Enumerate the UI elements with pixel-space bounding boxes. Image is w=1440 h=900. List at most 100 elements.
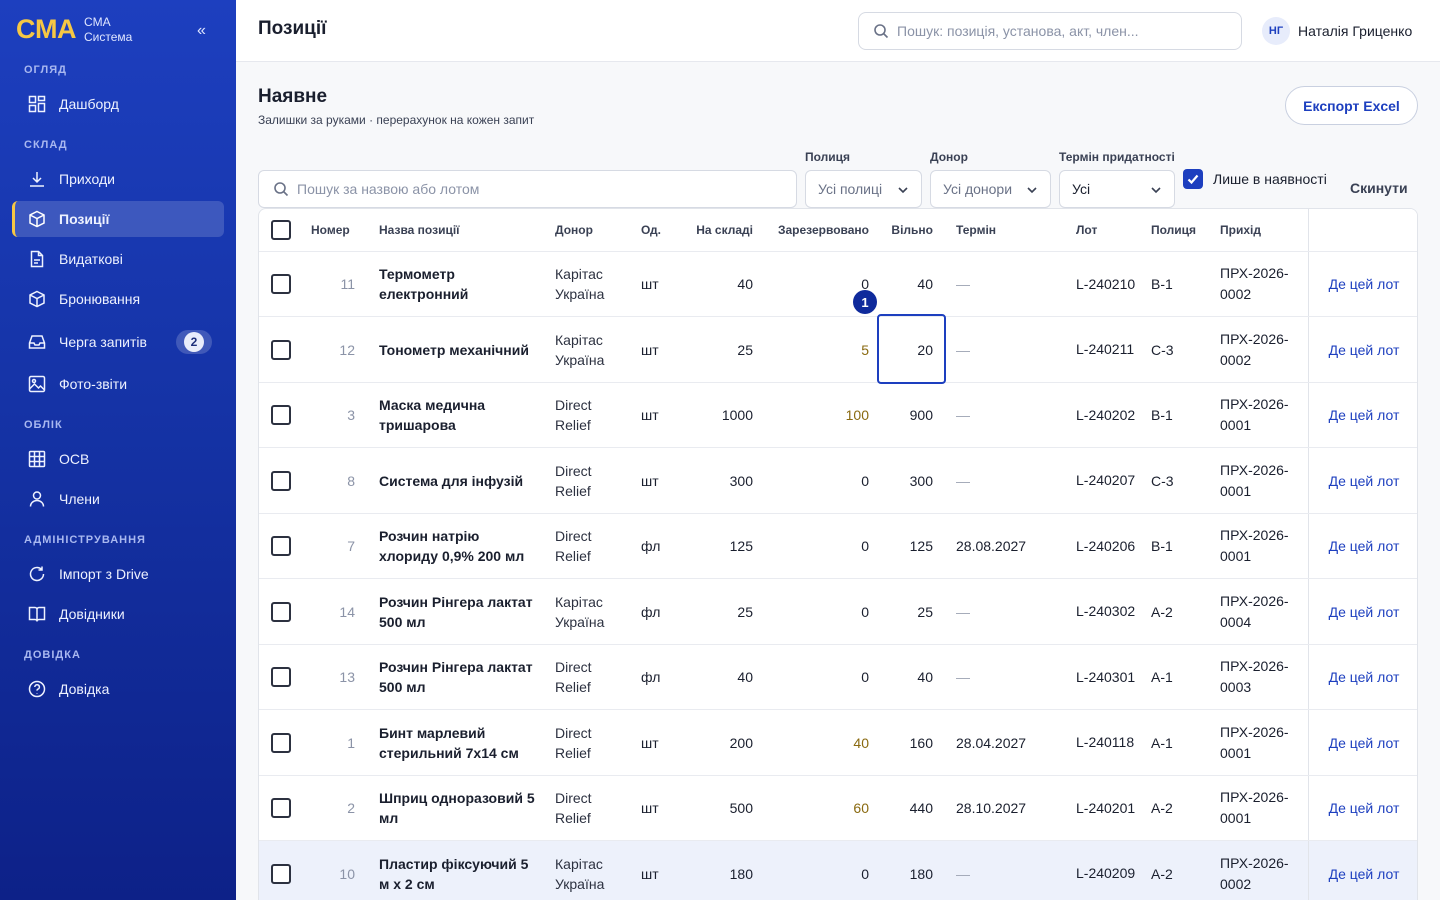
free-qty: 160 <box>909 734 933 751</box>
row-checkbox[interactable] <box>271 339 291 360</box>
locate-lot-link[interactable]: Де цей лот <box>1308 252 1417 316</box>
col-stock[interactable]: На складі <box>696 223 753 237</box>
row-checkbox[interactable] <box>271 863 291 884</box>
donor: Карітас Україна <box>555 855 605 892</box>
box-icon <box>29 210 45 228</box>
locate-lot-link[interactable]: Де цей лот <box>1308 710 1417 775</box>
free-qty: 440 <box>909 800 933 816</box>
sidebar-item-osv[interactable]: ОСВ <box>12 441 224 477</box>
sidebar-item-receipts[interactable]: Приходи <box>12 161 224 197</box>
locate-lot-link[interactable]: Де цей лот <box>1308 514 1417 578</box>
sidebar-item-import-drive[interactable]: Імпорт з Drive <box>12 556 224 592</box>
locate-lot-link[interactable]: Де цей лот <box>1308 579 1417 644</box>
sidebar-item-expenses[interactable]: Видаткові <box>12 241 224 277</box>
positions-table: Номер Назва позиції Донор Од. На складі … <box>258 208 1418 900</box>
donor: Direct Relief <box>555 462 592 499</box>
item-name: Розчин натрію хлориду 0,9% 200 мл <box>379 528 525 564</box>
sidebar-item-label: Черга запитів <box>59 334 147 350</box>
export-excel-button[interactable]: Експорт Excel <box>1285 86 1418 125</box>
sidebar-item-label: Члени <box>59 491 100 507</box>
item-name: Термометр електронний <box>379 266 469 302</box>
row-checkbox[interactable] <box>271 405 291 425</box>
row-checkbox[interactable] <box>271 470 291 491</box>
sidebar-item-directories[interactable]: Довідники <box>12 596 224 632</box>
col-lot[interactable]: Лот <box>1076 222 1098 237</box>
col-term[interactable]: Термін <box>956 223 997 237</box>
reserved-qty: 0 <box>861 603 869 620</box>
receipt-number: ПРХ-2026-0002 <box>1220 265 1289 302</box>
col-name[interactable]: Назва позиції <box>379 223 460 237</box>
section-accounting: ОБЛІК <box>24 419 63 431</box>
term-filter-select[interactable]: Усі <box>1059 170 1175 208</box>
col-donor[interactable]: Донор <box>555 223 593 237</box>
table-row[interactable]: 12 Тонометр механічний Карітас Україна шт 25… <box>259 317 1417 383</box>
table-row[interactable]: 1 Бинт марлевий стерильний 7х14 см Direct … <box>259 710 1417 776</box>
search-icon <box>874 24 889 39</box>
col-receipt[interactable]: Прихід <box>1220 222 1261 237</box>
term-filter-label: Термін придатності <box>1059 150 1175 164</box>
locate-lot-link[interactable]: Де цей лот <box>1308 841 1417 900</box>
row-checkbox[interactable] <box>271 798 291 818</box>
box-icon <box>29 290 45 308</box>
table-row[interactable]: 2 Шприц одноразовий 5 мл Direct Relief шт 50… <box>259 776 1417 841</box>
sidebar-item-request-queue[interactable]: Черга запитів 2 <box>12 324 224 360</box>
in-stock-toggle[interactable]: Лише в наявності <box>1183 169 1327 189</box>
in-stock-qty: 25 <box>737 603 753 620</box>
reset-filters-button[interactable]: Скинути <box>1350 180 1408 196</box>
table-row[interactable]: 8 Система для інфузій Direct Relief шт 300 0 3… <box>259 448 1417 514</box>
row-checkbox[interactable] <box>271 274 291 294</box>
sidebar-item-positions[interactable]: Позиції <box>12 201 224 237</box>
locate-lot-link[interactable]: Де цей лот <box>1308 448 1417 513</box>
table-row[interactable]: 13 Розчин Рінгера лактат 500 мл Direct Rel… <box>259 645 1417 710</box>
table-row[interactable]: 3 Маска медична тришарова Direct Relief шт 1… <box>259 383 1417 448</box>
row-checkbox[interactable] <box>271 601 291 622</box>
row-number: 12 <box>339 341 355 358</box>
row-number: 8 <box>347 472 355 489</box>
col-free[interactable]: Вільно <box>891 223 933 237</box>
user-menu[interactable]: НГ Наталія Гриценко <box>1262 17 1412 45</box>
row-checkbox[interactable] <box>271 732 291 753</box>
expiry-date: 28.08.2027 <box>956 538 1027 554</box>
col-unit[interactable]: Од. <box>641 223 661 237</box>
row-checkbox[interactable] <box>271 667 291 687</box>
unit: шт <box>641 276 659 292</box>
select-all-checkbox[interactable] <box>271 220 291 240</box>
global-search[interactable] <box>858 12 1242 50</box>
sidebar-item-reservations[interactable]: Бронювання <box>12 281 224 317</box>
table-search[interactable] <box>258 170 797 208</box>
in-stock-qty: 1000 <box>721 407 753 423</box>
shelf-filter-select[interactable]: Усі полиці <box>805 170 922 208</box>
col-number[interactable]: Номер <box>311 223 350 237</box>
sidebar-item-photo-reports[interactable]: Фото-звіти <box>12 366 224 402</box>
section-subtitle: Залишки за руками · перерахунок на кожен… <box>258 113 535 127</box>
sidebar-item-members[interactable]: Члени <box>12 481 224 517</box>
locate-lot-link[interactable]: Де цей лот <box>1308 317 1417 382</box>
col-shelf[interactable]: Полиця <box>1151 223 1197 237</box>
in-stock-qty: 40 <box>737 276 753 292</box>
locate-lot-link[interactable]: Де цей лот <box>1308 645 1417 709</box>
sidebar-item-dashboard[interactable]: Дашборд <box>12 86 224 122</box>
sidebar-item-label: Довідка <box>59 681 110 697</box>
table-row[interactable]: 14 Розчин Рінгера лактат 500 мл Карітас Ук… <box>259 579 1417 645</box>
term-filter-value: Усі <box>1072 181 1091 197</box>
collapse-sidebar-button[interactable]: « <box>197 22 206 39</box>
in-stock-checkbox[interactable] <box>1183 169 1203 189</box>
locate-lot-link[interactable]: Де цей лот <box>1308 776 1417 840</box>
row-checkbox[interactable] <box>271 536 291 556</box>
locate-lot-link[interactable]: Де цей лот <box>1308 383 1417 447</box>
table-row[interactable]: 11 Термометр електронний Карітас Україна шт… <box>259 252 1417 317</box>
col-reserved[interactable]: Зарезервовано <box>777 223 869 237</box>
sidebar-item-label: Бронювання <box>59 291 141 307</box>
table-search-input[interactable] <box>297 181 796 197</box>
lot-number: L-240201 <box>1076 799 1136 816</box>
table-row[interactable]: 10 Пластир фіксуючий 5 м х 2 см Карітас Ук… <box>259 841 1417 900</box>
lot-number: L-240209 <box>1076 865 1136 881</box>
item-name: Розчин Рінгера лактат 500 мл <box>379 593 533 630</box>
donor-filter-select[interactable]: Усі донори <box>930 170 1051 208</box>
chevron-down-icon <box>1027 187 1037 194</box>
global-search-input[interactable] <box>897 23 1241 39</box>
receipt-number: ПРХ-2026-0001 <box>1220 527 1289 564</box>
table-row[interactable]: 7 Розчин натрію хлориду 0,9% 200 мл Direct… <box>259 514 1417 579</box>
shelf: A-2 <box>1151 603 1173 620</box>
sidebar-item-help[interactable]: Довідка <box>12 671 224 707</box>
